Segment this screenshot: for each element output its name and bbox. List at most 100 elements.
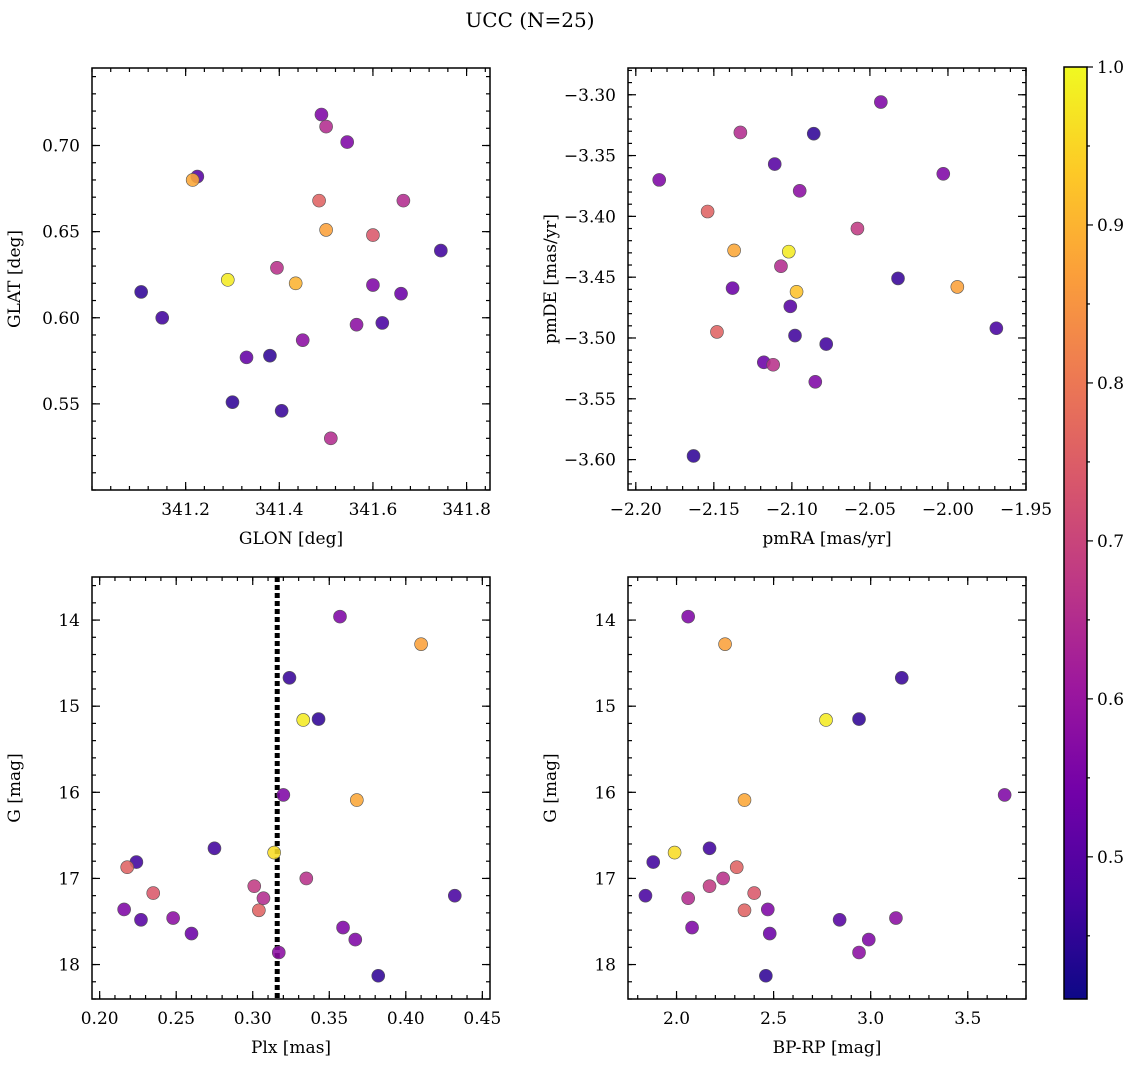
- data-point: [806, 126, 821, 141]
- data-point: [774, 259, 788, 274]
- minor-ticks: [628, 68, 1027, 490]
- data-point: [725, 281, 740, 295]
- panel-plx-g: 0.20 0.25 0.30 0.35 0.40 0.45 14 15 16 17 18 Plx [m…: [5, 576, 501, 1058]
- data-point: [434, 243, 448, 258]
- data-point: [252, 903, 266, 918]
- data-point: [274, 403, 289, 418]
- data-point: [710, 325, 724, 339]
- data-point: [702, 879, 717, 893]
- y-axis-label: G [mag]: [541, 753, 561, 822]
- data-point: [319, 223, 333, 237]
- figure-title: UCC (N=25): [465, 8, 594, 32]
- x-tick-label: 3.0: [857, 1009, 884, 1029]
- y-tick-label: −3.50: [564, 329, 616, 349]
- x-axis-label: pmRA [mas/yr]: [762, 529, 891, 549]
- data-point: [166, 911, 180, 925]
- data-point: [312, 193, 326, 208]
- x-tick-label: 0.25: [157, 1009, 195, 1029]
- y-tick-label: −3.60: [564, 451, 616, 471]
- data-point: [396, 193, 411, 208]
- axes-frame: [627, 576, 1027, 1000]
- x-tick-label: 341.8: [442, 500, 491, 520]
- data-point: [340, 135, 354, 149]
- data-point: [348, 932, 363, 947]
- x-tick-label: 2.5: [760, 1009, 787, 1029]
- data-point: [950, 280, 965, 294]
- x-tick-label: −1.95: [1000, 500, 1052, 520]
- data-point: [247, 879, 262, 893]
- y-tick-label: 14: [594, 611, 616, 631]
- data-point: [936, 167, 951, 181]
- y-axis-label: GLAT [deg]: [5, 230, 25, 328]
- data-point: [371, 968, 386, 983]
- x-tick-label: 0.35: [310, 1009, 348, 1029]
- data-point: [989, 321, 1004, 336]
- data-point: [185, 173, 200, 187]
- data-point: [375, 316, 390, 330]
- data-point: [852, 712, 866, 726]
- data-point: [850, 221, 865, 236]
- x-tick-label: 3.5: [954, 1009, 981, 1029]
- data-point: [414, 637, 428, 651]
- colorbar-tick-label: 0.7: [1097, 532, 1124, 552]
- data-point: [760, 902, 775, 917]
- data-point: [349, 317, 364, 332]
- data-point: [861, 932, 876, 947]
- x-axis-label: BP-RP [mag]: [773, 1038, 882, 1058]
- data-point: [333, 609, 347, 624]
- data-point: [336, 920, 350, 935]
- data-point: [134, 912, 148, 927]
- data-point: [256, 891, 271, 906]
- data-point: [366, 278, 380, 292]
- data-point: [288, 276, 303, 291]
- data-point: [299, 871, 314, 886]
- x-tick-label: −2.20: [610, 500, 662, 520]
- data-point: [685, 920, 699, 935]
- data-point: [781, 244, 796, 259]
- x-tick-label: 0.20: [81, 1009, 119, 1029]
- data-point: [282, 670, 297, 685]
- y-tick-label: 15: [58, 697, 80, 717]
- x-tick-label: −2.10: [766, 500, 818, 520]
- data-point: [737, 793, 752, 807]
- data-point: [700, 204, 715, 219]
- data-point: [889, 911, 903, 925]
- data-point: [762, 926, 777, 941]
- x-axis-label: Plx [mas]: [251, 1038, 331, 1058]
- data-point: [733, 125, 748, 140]
- data-point: [220, 273, 235, 287]
- data-point: [271, 945, 286, 960]
- colorbar-frame: [1063, 66, 1088, 1000]
- axes-frame: [627, 67, 1027, 491]
- data-point: [792, 184, 807, 198]
- y-tick-label: −3.40: [564, 207, 616, 227]
- panel-glon-glat: 341.2 341.4 341.6 341.8 0.55 0.60 0.65 0.70 GLON…: [5, 67, 491, 549]
- data-point: [716, 871, 730, 886]
- data-point: [120, 860, 135, 875]
- data-point: [314, 107, 329, 122]
- x-axis-label: GLON [deg]: [239, 529, 343, 549]
- minor-ticks: [92, 577, 490, 1000]
- axes-frame: [91, 576, 491, 1000]
- panel-bprp-g: 2.0 2.5 3.0 3.5 14 15 16 17 18 BP-RP [mag] G [mag]: [541, 576, 1027, 1058]
- data-point: [207, 841, 222, 856]
- colorbar-gradient: [1064, 67, 1087, 999]
- data-point: [184, 926, 199, 941]
- x-tick-label: 0.45: [463, 1009, 501, 1029]
- data-point: [117, 902, 131, 917]
- data-point: [146, 886, 161, 900]
- data-point: [702, 841, 717, 856]
- data-point: [447, 888, 462, 903]
- data-point: [766, 357, 780, 372]
- data-point: [646, 855, 661, 869]
- y-tick-label: 16: [58, 783, 80, 803]
- data-point: [767, 157, 782, 171]
- data-point: [997, 788, 1012, 802]
- x-tick-label: 0.40: [387, 1009, 425, 1029]
- data-point: [686, 449, 701, 463]
- y-tick-label: 18: [594, 956, 616, 976]
- x-tick-label: 2.0: [663, 1009, 690, 1029]
- data-point: [239, 350, 254, 365]
- data-point: [832, 912, 847, 927]
- data-point: [667, 845, 682, 860]
